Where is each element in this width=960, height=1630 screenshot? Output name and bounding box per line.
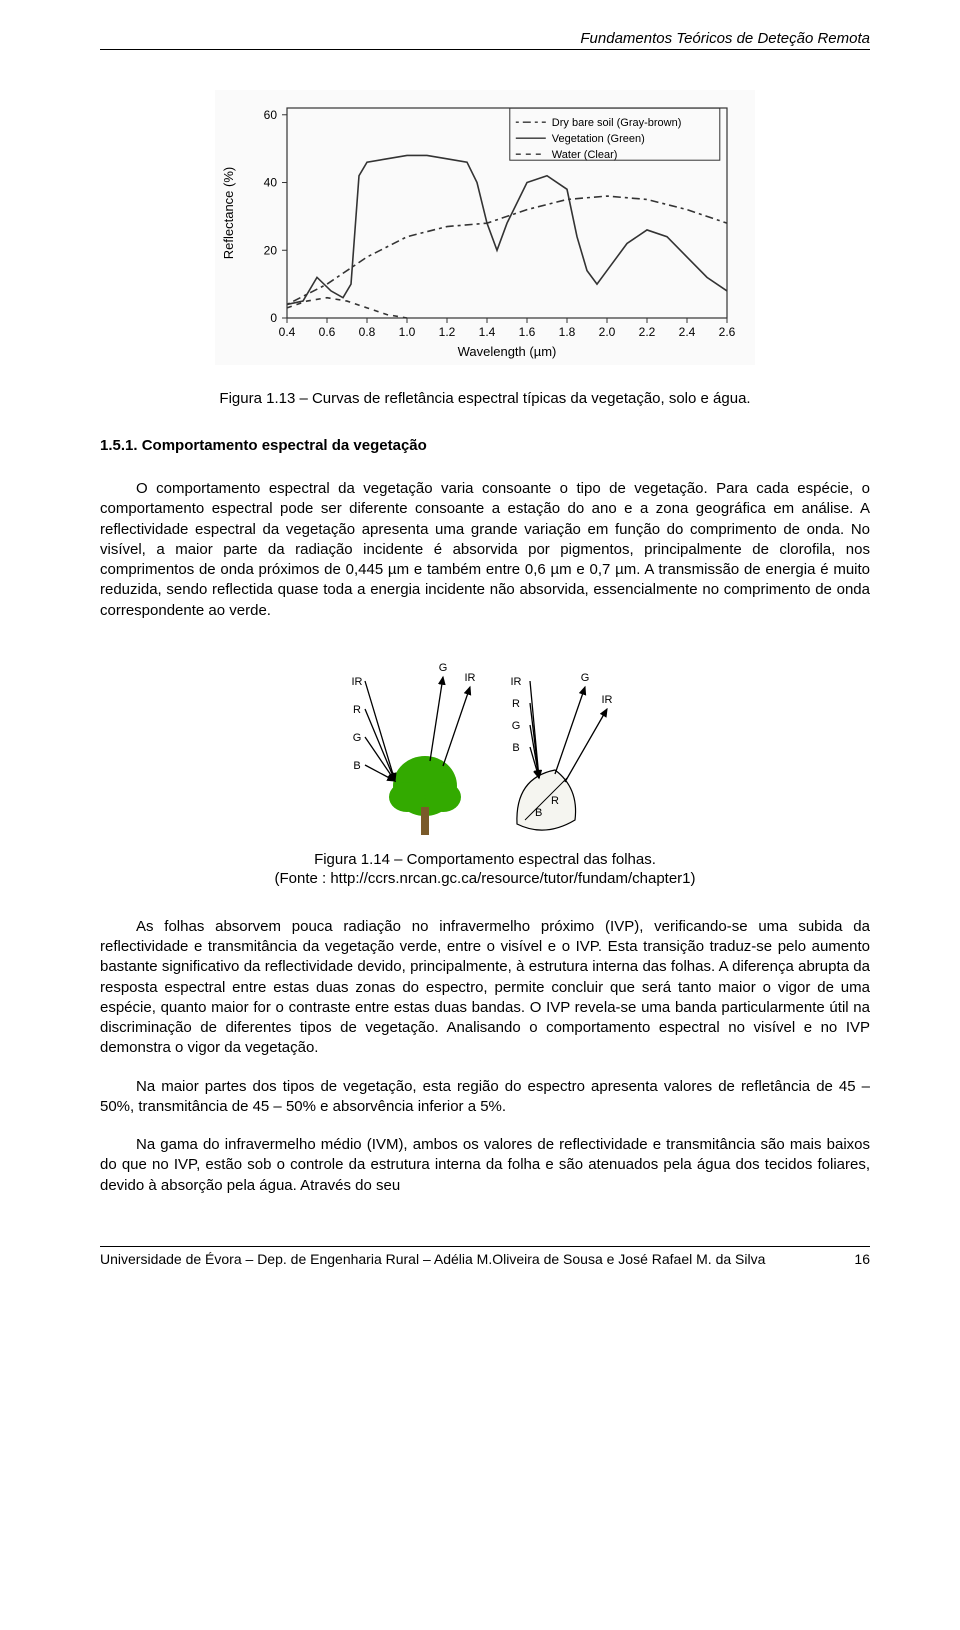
page-footer: Universidade de Évora – Dep. de Engenhar… xyxy=(100,1246,870,1267)
svg-text:1.8: 1.8 xyxy=(559,325,576,339)
svg-text:2.0: 2.0 xyxy=(599,325,616,339)
svg-text:2.6: 2.6 xyxy=(719,325,736,339)
svg-text:G: G xyxy=(439,662,448,674)
spectral-reflectance-chart: 0 20 40 60 0.4 0.6 0.8 1.0 1.2 1.4 1.6 1.8 2.0 2.2 2.4… xyxy=(215,90,755,365)
svg-text:1.0: 1.0 xyxy=(399,325,416,339)
svg-text:1.4: 1.4 xyxy=(479,325,496,339)
svg-text:20: 20 xyxy=(264,243,278,257)
svg-text:0: 0 xyxy=(270,311,277,325)
paragraph-1: O comportamento espectral da vegetação v… xyxy=(100,479,870,621)
svg-text:Wavelength (µm): Wavelength (µm) xyxy=(458,344,557,359)
svg-text:1.2: 1.2 xyxy=(439,325,456,339)
section-title-text: Comportamento espectral da vegetação xyxy=(142,437,427,454)
leaf-svg: BRIRRGBGIRIRRGBGIR xyxy=(345,651,625,841)
svg-text:Water (Clear): Water (Clear) xyxy=(552,149,618,161)
svg-text:B: B xyxy=(535,807,542,819)
svg-text:0.8: 0.8 xyxy=(359,325,376,339)
svg-text:G: G xyxy=(353,732,362,744)
svg-text:B: B xyxy=(353,760,360,772)
running-header: Fundamentos Teóricos de Deteção Remota xyxy=(100,30,870,50)
svg-text:2.4: 2.4 xyxy=(679,325,696,339)
svg-text:R: R xyxy=(353,704,361,716)
svg-text:IR: IR xyxy=(465,672,476,684)
figure-1-13-caption: Figura 1.13 – Curvas de refletância espe… xyxy=(100,390,870,407)
svg-text:0.6: 0.6 xyxy=(319,325,336,339)
paragraph-2: As folhas absorvem pouca radiação no inf… xyxy=(100,917,870,1059)
svg-text:B: B xyxy=(512,742,519,754)
svg-text:60: 60 xyxy=(264,108,278,122)
svg-text:2.2: 2.2 xyxy=(639,325,656,339)
footer-left: Universidade de Évora – Dep. de Engenhar… xyxy=(100,1251,765,1267)
figure-1-14-caption-line1: Figura 1.14 – Comportamento espectral da… xyxy=(100,851,870,868)
svg-text:Dry bare soil (Gray-brown): Dry bare soil (Gray-brown) xyxy=(552,117,682,129)
footer-page-number: 16 xyxy=(854,1251,870,1267)
svg-text:Reflectance (%): Reflectance (%) xyxy=(221,167,236,259)
svg-text:R: R xyxy=(551,795,559,807)
svg-text:R: R xyxy=(512,698,520,710)
leaf-spectral-diagram: BRIRRGBGIRIRRGBGIR xyxy=(345,651,625,841)
paragraph-4: Na gama do infravermelho médio (IVM), am… xyxy=(100,1135,870,1196)
section-number: 1.5.1. xyxy=(100,437,138,454)
svg-text:IR: IR xyxy=(511,676,522,688)
svg-text:G: G xyxy=(581,672,590,684)
page: Fundamentos Teóricos de Deteção Remota 0… xyxy=(0,0,960,1297)
section-heading: 1.5.1. Comportamento espectral da vegeta… xyxy=(100,437,870,454)
svg-text:G: G xyxy=(512,720,521,732)
svg-text:1.6: 1.6 xyxy=(519,325,536,339)
svg-text:Vegetation (Green): Vegetation (Green) xyxy=(552,133,645,145)
figure-1-14-caption-line2: (Fonte : http://ccrs.nrcan.gc.ca/resourc… xyxy=(100,870,870,887)
chart-svg: 0 20 40 60 0.4 0.6 0.8 1.0 1.2 1.4 1.6 1.8 2.0 2.2 2.4… xyxy=(215,90,755,365)
svg-text:IR: IR xyxy=(602,694,613,706)
svg-text:IR: IR xyxy=(352,676,363,688)
svg-text:40: 40 xyxy=(264,176,278,190)
svg-text:0.4: 0.4 xyxy=(279,325,296,339)
paragraph-3: Na maior partes dos tipos de vegetação, … xyxy=(100,1077,870,1118)
